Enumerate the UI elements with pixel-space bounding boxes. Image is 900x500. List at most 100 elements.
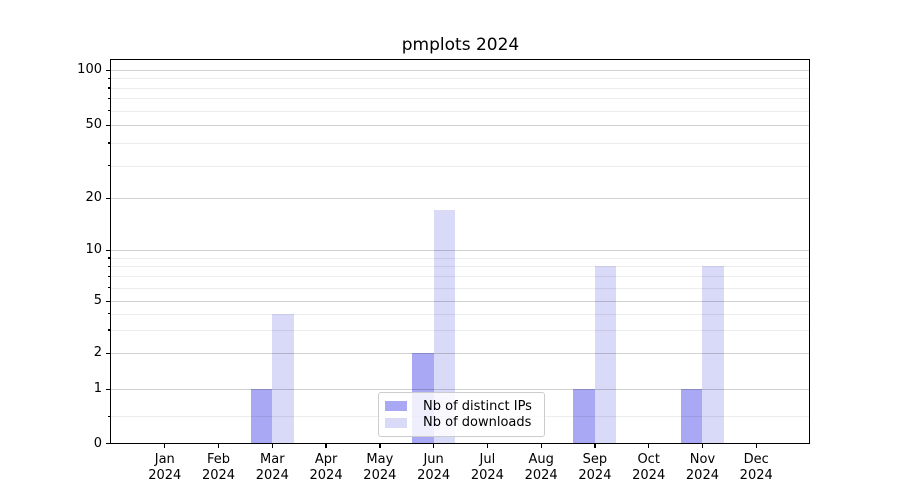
bar-nb-of-distinct-ips-mar (250, 389, 273, 444)
gridline-major-20 (111, 198, 810, 199)
x-tick-label-nov-2024: Nov 2024 (670, 452, 734, 484)
x-tick-line: 2024 (524, 468, 558, 483)
x-tick-mark-may (379, 444, 381, 448)
y-tick-label-0: 0 (93, 435, 102, 451)
y-tick-mark-0 (106, 443, 110, 445)
x-tick-line: Mar (260, 452, 285, 467)
y-tick-mark-minor-80 (107, 87, 110, 89)
y-tick-label-2: 2 (93, 345, 102, 360)
bar-nb-of-distinct-ips-sep (573, 389, 595, 444)
x-tick-line: Dec (743, 452, 769, 467)
y-tick-label-1: 1 (93, 381, 102, 396)
x-tick-line: 2024 (148, 468, 182, 483)
x-tick-label-apr-2024: Apr 2024 (294, 452, 358, 484)
y-tick-mark-minor-70 (107, 97, 110, 100)
x-tick-mark-feb (217, 444, 220, 448)
y-tick-mark-minor-6 (107, 287, 110, 289)
x-tick-label-sep-2024: Sep 2024 (563, 452, 627, 484)
gridline-minor-7 (111, 276, 810, 278)
gridline-minor-3 (111, 329, 810, 331)
gridline-minor-4 (111, 313, 810, 315)
y-tick-mark-minor-3 (107, 329, 110, 331)
x-tick-mark-jan (164, 444, 166, 448)
gridline-major-2 (111, 353, 810, 354)
legend-swatch-downloads (385, 417, 407, 428)
x-tick-label-feb-2024: Feb 2024 (187, 452, 251, 484)
y-tick-mark-minor-40 (107, 142, 110, 144)
gridline-major-50 (111, 125, 810, 126)
y-tick-mark-minor-0-5 (107, 415, 110, 418)
y-tick-mark-100 (106, 69, 110, 71)
y-tick-mark-20 (106, 197, 110, 199)
gridline-minor-8 (111, 266, 810, 268)
y-tick-mark-minor-9 (107, 257, 110, 259)
legend-label-downloads: Nb of downloads (423, 415, 532, 431)
legend-item-distinct-ips: Nb of distinct IPs (385, 398, 538, 414)
x-tick-line: 2024 (685, 468, 719, 483)
x-tick-label-jul-2024: Jul 2024 (455, 452, 519, 484)
gridline-minor-30 (111, 165, 810, 167)
gridline-major-10 (111, 250, 810, 251)
x-tick-mark-jul (486, 444, 489, 448)
bar-nb-of-downloads-sep (594, 266, 617, 444)
y-tick-mark-minor-60 (107, 110, 110, 112)
x-tick-line: Jun (423, 452, 444, 467)
y-tick-label-100: 100 (77, 62, 102, 77)
y-tick-label-50: 50 (85, 117, 102, 132)
x-tick-mark-sep (594, 444, 596, 448)
x-tick-line: Apr (314, 452, 338, 467)
y-tick-mark-minor-8 (107, 265, 110, 268)
x-tick-line: 2024 (470, 468, 504, 483)
x-tick-mark-dec (755, 444, 757, 448)
x-tick-label-jun-2024: Jun 2024 (402, 452, 466, 484)
gridline-major-5 (111, 301, 810, 302)
gridline-minor-80 (111, 87, 810, 89)
legend-swatch-distinct-ips (385, 401, 407, 412)
x-tick-label-aug-2024: Aug 2024 (509, 452, 573, 484)
gridline-minor-40 (111, 142, 810, 144)
x-tick-line: Jul (479, 452, 496, 467)
y-tick-mark-2 (106, 352, 110, 354)
x-tick-line: 2024 (739, 468, 773, 483)
legend: Nb of distinct IPs Nb of downloads (378, 392, 545, 437)
x-tick-line: 2024 (417, 468, 451, 483)
x-tick-label-may-2024: May 2024 (348, 452, 412, 484)
x-tick-line: Feb (207, 452, 231, 467)
y-tick-mark-minor-90 (107, 77, 110, 80)
x-tick-line: 2024 (201, 468, 236, 483)
y-tick-label-10: 10 (85, 242, 102, 257)
gridline-minor-90 (111, 78, 810, 80)
y-tick-mark-1 (106, 388, 110, 390)
y-tick-mark-50 (106, 124, 110, 126)
x-tick-line: 2024 (363, 468, 397, 483)
y-tick-label-20: 20 (85, 190, 102, 205)
x-tick-line: Aug (528, 452, 554, 467)
gridline-minor-70 (111, 98, 810, 100)
y-tick-mark-minor-7 (107, 275, 110, 278)
x-tick-line: 2024 (578, 468, 612, 483)
x-tick-label-jan-2024: Jan 2024 (133, 452, 197, 484)
bar-nb-of-distinct-ips-nov (680, 389, 703, 444)
x-tick-mark-mar (271, 444, 273, 448)
y-tick-mark-minor-4 (107, 313, 110, 315)
x-tick-mark-aug (540, 444, 542, 448)
x-tick-line: 2024 (309, 468, 343, 483)
bar-nb-of-downloads-nov (702, 266, 724, 444)
x-tick-line: Oct (637, 452, 660, 467)
x-tick-label-oct-2024: Oct 2024 (617, 452, 681, 484)
bar-nb-of-downloads-jun (433, 210, 456, 444)
gridline-minor-9 (111, 257, 810, 259)
x-tick-label-mar-2024: Mar 2024 (240, 452, 304, 484)
chart-title: pmplots 2024 (401, 35, 520, 55)
y-tick-mark-10 (106, 249, 110, 251)
x-tick-mark-nov (701, 444, 704, 448)
y-tick-mark-5 (106, 300, 110, 302)
gridline-major-100 (111, 70, 810, 71)
bar-nb-of-downloads-mar (272, 313, 294, 444)
x-tick-line: 2024 (255, 468, 289, 483)
legend-item-downloads: Nb of downloads (385, 415, 538, 431)
x-tick-line: May (366, 452, 394, 467)
x-tick-mark-oct (648, 444, 650, 448)
y-tick-label-5: 5 (93, 293, 102, 308)
